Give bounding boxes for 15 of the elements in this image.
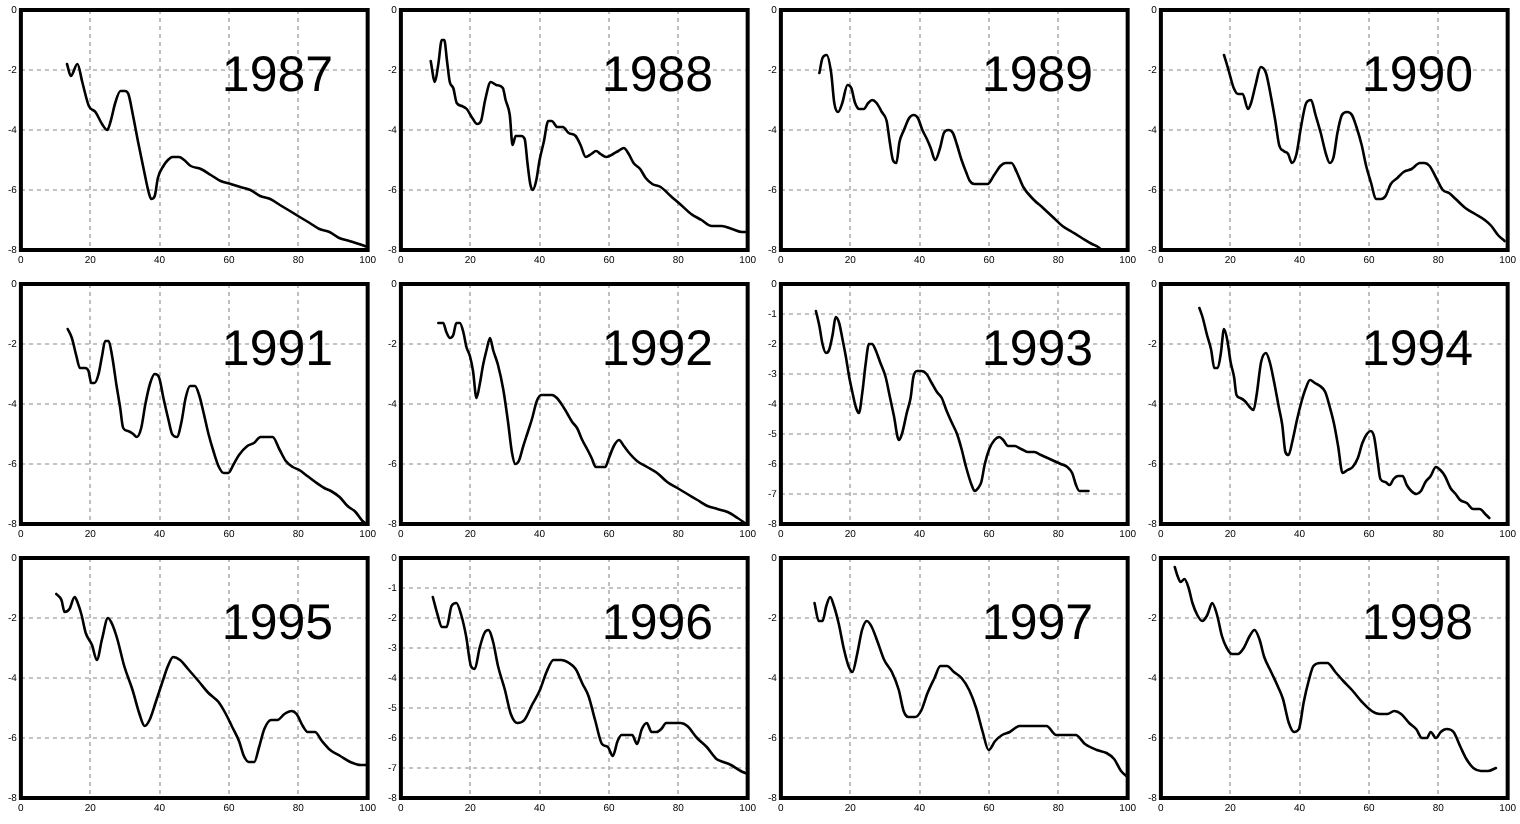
text: 1994: [1361, 320, 1474, 377]
text: 1992: [601, 320, 714, 377]
text: 1995: [221, 594, 334, 651]
text: 1988: [601, 46, 714, 103]
text: 1998: [1361, 594, 1474, 651]
text: 1997: [981, 594, 1094, 651]
text: 1996: [601, 594, 714, 651]
line-series: [1198, 306, 1491, 520]
text: 1987: [221, 46, 334, 103]
text: 1991: [221, 320, 334, 377]
text: 1990: [1361, 46, 1474, 103]
text: 1989: [981, 46, 1094, 103]
line-series: [1173, 565, 1498, 773]
text: 1993: [981, 320, 1094, 377]
line-series: [814, 309, 1090, 493]
